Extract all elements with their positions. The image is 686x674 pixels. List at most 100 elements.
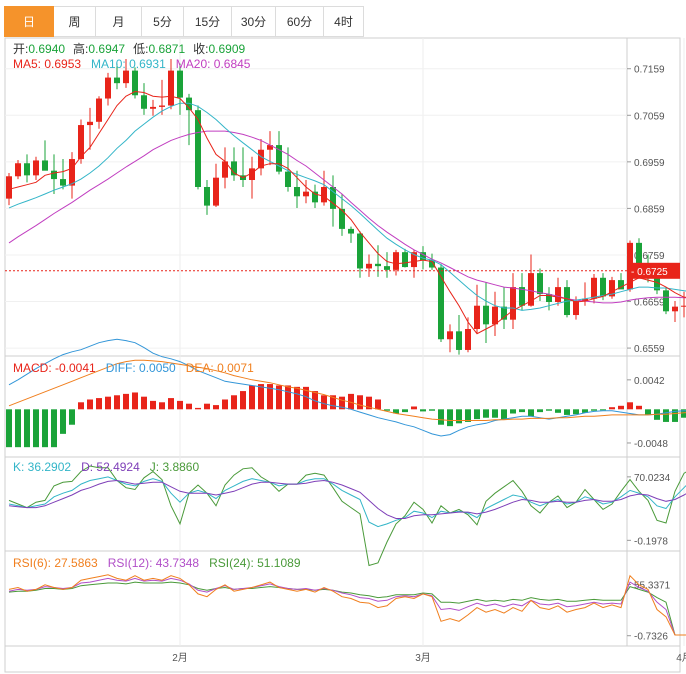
candle-body [231, 161, 237, 176]
macd-bar [204, 403, 210, 410]
macd-bar [663, 409, 669, 422]
macd-bar [231, 395, 237, 410]
tab-period[interactable]: 日 [4, 6, 54, 37]
x-tick-label: 2月 [172, 652, 188, 664]
macd-bar [420, 409, 426, 412]
candle-body [654, 272, 660, 291]
macd-bar [123, 393, 129, 410]
macd-bar [276, 385, 282, 410]
macd-bar [339, 396, 345, 410]
ma20-line [8, 130, 686, 304]
macd-bar [168, 398, 174, 410]
ohlc-value: 0.6871 [148, 42, 185, 56]
macd-bar [375, 399, 381, 410]
tab-period[interactable]: 15分 [184, 6, 232, 37]
candle-body [339, 208, 345, 229]
macd-bar [672, 409, 678, 422]
candle-body [141, 95, 147, 109]
candle-body [276, 145, 282, 172]
y-tick-label: 0.6559 [634, 344, 665, 355]
candle-body [312, 191, 318, 203]
candle-body [366, 263, 372, 269]
macd-bar [555, 409, 561, 413]
macd-bar [150, 400, 156, 410]
candle-body [555, 287, 561, 302]
candle-body [213, 177, 219, 206]
macd-bar [24, 409, 30, 448]
candle-body [114, 77, 120, 84]
d-line [8, 479, 686, 519]
tab-period[interactable]: 周 [54, 6, 96, 37]
y-tick-label: 70.0234 [634, 473, 671, 484]
macd-bar [681, 409, 686, 418]
candle-body [465, 328, 471, 350]
macd-bar [177, 400, 183, 410]
macd-bar [591, 409, 597, 411]
candle-body [528, 273, 534, 306]
tab-period[interactable]: 5分 [142, 6, 184, 37]
macd-bar [510, 409, 516, 414]
candle-body [177, 70, 183, 98]
ma10-line [8, 102, 686, 311]
ohlc-label: 低: [133, 42, 148, 56]
y-tick-label: 0.6859 [634, 204, 665, 215]
k-line [8, 476, 686, 528]
rsi-legend-item: RSI(12): 43.7348 [108, 556, 200, 570]
chart-frame [4, 37, 681, 673]
candle-body [303, 191, 309, 197]
y-tick-label: -0.7326 [634, 632, 668, 643]
macd-bar [132, 392, 138, 410]
macd-bar [474, 409, 480, 420]
ohlc-label: 开: [13, 42, 28, 56]
macd-bar [105, 396, 111, 410]
ma5-line [8, 90, 686, 335]
kdj-legend-item: J: 3.8860 [150, 460, 200, 474]
candle-body [429, 260, 435, 268]
ohlc-label: 收: [193, 42, 208, 56]
tab-period[interactable]: 60分 [276, 6, 324, 37]
candle-body [447, 331, 453, 340]
candle-body [510, 287, 516, 320]
macd-bar [87, 399, 93, 410]
dea-line [8, 359, 686, 421]
macd-bar [141, 396, 147, 410]
y-tick-label: 0.6659 [634, 298, 665, 309]
candle-body [519, 287, 525, 306]
candle-body [573, 301, 579, 316]
candle-body [186, 97, 192, 111]
tab-period[interactable]: 30分 [232, 6, 276, 37]
ohlc-value: 0.6947 [88, 42, 125, 56]
candle-body [60, 179, 66, 186]
macd-bar [645, 409, 651, 415]
macd-bar [573, 409, 579, 415]
candle-body [96, 98, 102, 122]
tab-period[interactable]: 4时 [324, 6, 364, 37]
candle-body [438, 267, 444, 340]
macd-bar [600, 409, 606, 411]
candle-body [501, 306, 507, 320]
ohlc-value: 0.6940 [28, 42, 65, 56]
macd-bar [537, 409, 543, 413]
y-tick-label: 0.6759 [634, 251, 665, 262]
period-tabs: 日周月 5分 15分 30分 60分 4时 [4, 6, 364, 37]
macd-bar [447, 409, 453, 427]
candle-body [87, 121, 93, 126]
macd-bar [384, 409, 390, 411]
candle-body [672, 306, 678, 312]
macd-bar [564, 409, 570, 415]
macd-bar [312, 391, 318, 410]
ma-legend-item: MA10: 0.6931 [91, 57, 166, 71]
macd-bar [78, 402, 84, 410]
j-line [8, 465, 686, 567]
tab-period[interactable]: 月 [96, 6, 142, 37]
macd-bar [51, 409, 57, 448]
macd-bar [366, 396, 372, 410]
macd-bar [582, 409, 588, 413]
candle-body [123, 70, 129, 84]
y-tick-label: -0.0048 [634, 439, 668, 450]
candle-body [132, 70, 138, 96]
candle-body [24, 163, 30, 176]
macd-bar [285, 385, 291, 410]
candle-body [330, 186, 336, 209]
macd-bar [321, 395, 327, 410]
